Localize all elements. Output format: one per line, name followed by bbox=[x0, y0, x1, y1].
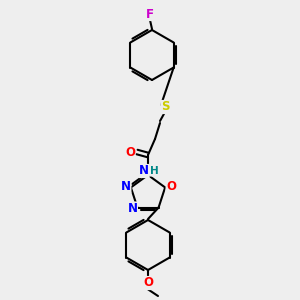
Text: N: N bbox=[128, 202, 137, 215]
Text: N: N bbox=[121, 180, 131, 193]
Text: S: S bbox=[161, 100, 169, 113]
Text: N: N bbox=[139, 164, 149, 178]
Text: F: F bbox=[146, 8, 154, 20]
Text: O: O bbox=[125, 146, 135, 158]
Text: H: H bbox=[150, 166, 158, 176]
Text: O: O bbox=[143, 277, 153, 290]
Text: O: O bbox=[166, 180, 176, 193]
